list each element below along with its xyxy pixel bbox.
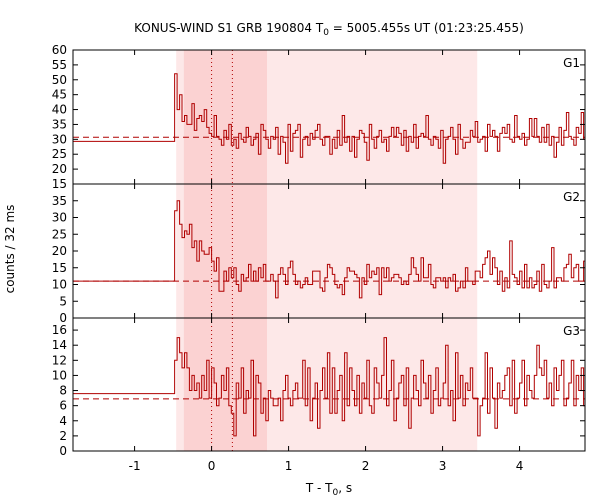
y-tick-label: 20 xyxy=(52,162,67,176)
y-tick-label: 8 xyxy=(59,384,67,398)
x-tick-label: 1 xyxy=(285,459,293,473)
x-tick-label: 0 xyxy=(208,459,216,473)
count-rate-curve xyxy=(73,337,585,437)
y-tick-label: 25 xyxy=(52,147,67,161)
y-tick-label: 40 xyxy=(52,103,67,117)
y-axis-label: counts / 32 ms xyxy=(3,205,17,294)
y-tick-label: 30 xyxy=(52,211,67,225)
x-tick-label: 3 xyxy=(439,459,447,473)
y-tick-label: 2 xyxy=(59,429,67,443)
y-tick-label: 45 xyxy=(52,88,67,102)
x-tick-label: 4 xyxy=(516,459,524,473)
panel-name-g1: G1 xyxy=(563,56,580,70)
y-tick-label: 10 xyxy=(52,368,67,382)
y-tick-label: 55 xyxy=(52,58,67,72)
x-tick-label: -1 xyxy=(129,459,141,473)
panel-frame xyxy=(72,317,586,452)
y-tick-label: 6 xyxy=(59,399,67,413)
panel-name-g2: G2 xyxy=(563,190,580,204)
count-rate-curve xyxy=(73,73,585,164)
y-tick-label: 4 xyxy=(59,414,67,428)
y-tick-label: 35 xyxy=(52,194,67,208)
panel-g3-data xyxy=(73,337,585,437)
y-tick-label: 25 xyxy=(52,227,67,241)
y-tick-label: 50 xyxy=(52,73,67,87)
x-tick-label: 2 xyxy=(362,459,370,473)
panel-name-g3: G3 xyxy=(563,324,580,338)
y-tick-label: 16 xyxy=(52,323,67,337)
x-axis-label: T - T0, s xyxy=(305,481,352,498)
count-rate-curve xyxy=(73,200,585,299)
y-tick-label: 30 xyxy=(52,132,67,146)
y-tick-label: 15 xyxy=(52,261,67,275)
panel-g2-data xyxy=(73,200,585,299)
y-tick-label: 14 xyxy=(52,338,67,352)
y-tick-label: 60 xyxy=(52,43,67,57)
y-tick-label: 10 xyxy=(52,278,67,292)
y-tick-label: 15 xyxy=(52,177,67,191)
y-tick-label: 0 xyxy=(59,311,67,325)
y-tick-label: 20 xyxy=(52,244,67,258)
chart-title: KONUS-WIND S1 GRB 190804 T0 = 5005.455s … xyxy=(134,21,524,38)
y-tick-label: 0 xyxy=(59,444,67,458)
y-tick-label: 35 xyxy=(52,117,67,131)
y-tick-label: 12 xyxy=(52,353,67,367)
y-tick-label: 5 xyxy=(59,294,67,308)
panel-g1-data xyxy=(73,73,585,164)
